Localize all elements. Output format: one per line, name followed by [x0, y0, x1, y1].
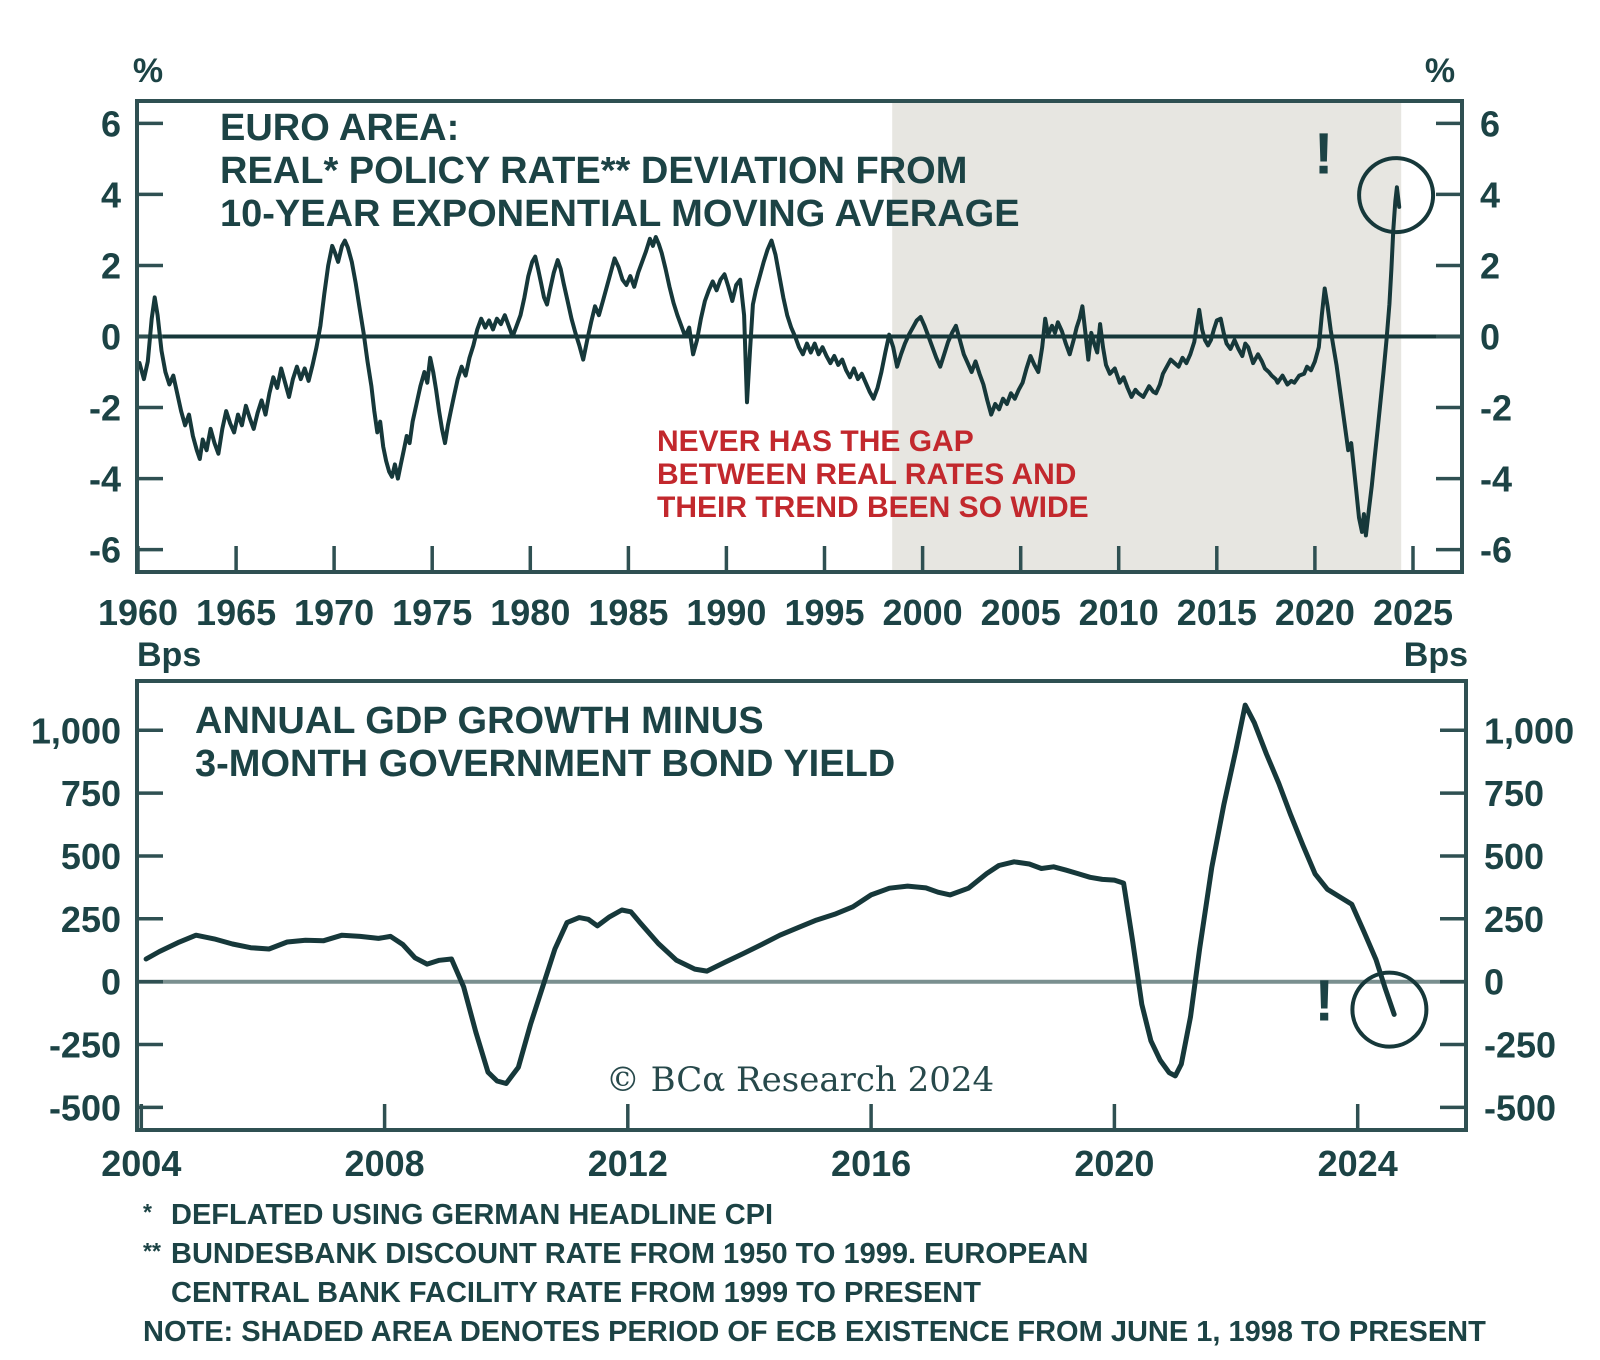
- y-tick-label-left: 0: [101, 317, 121, 358]
- y-tick-label-left: 0: [101, 962, 121, 1003]
- y-tick-label-left: 2: [101, 246, 121, 287]
- x-tick-label: 1965: [196, 592, 276, 633]
- footnote-marker-1: *: [143, 1199, 152, 1225]
- y-tick-label-left: -500: [49, 1087, 121, 1128]
- top-chart-title-line-1: EURO AREA:: [220, 107, 459, 149]
- y-tick-label-right: 250: [1484, 899, 1544, 940]
- y-tick-label-right: 2: [1480, 246, 1500, 287]
- bottom-unit-left: Bps: [137, 636, 201, 674]
- x-tick-label: 2020: [1275, 592, 1355, 633]
- footnote-text-3: CENTRAL BANK FACILITY RATE FROM 1999 TO …: [171, 1277, 981, 1309]
- top-chart-title-line-3: 10-YEAR EXPONENTIAL MOVING AVERAGE: [220, 193, 1020, 235]
- gap-annotation-line-2: BETWEEN REAL RATES AND: [657, 458, 1076, 491]
- x-tick-label: 2008: [345, 1143, 425, 1184]
- x-tick-label: 2025: [1373, 592, 1453, 633]
- x-tick-label: 2012: [588, 1143, 668, 1184]
- highlight-circle: [1350, 970, 1429, 1049]
- y-tick-label-right: 750: [1484, 773, 1544, 814]
- highlight-circle: [1357, 156, 1436, 235]
- y-tick-label-left: 4: [101, 174, 121, 215]
- y-tick-label-left: 500: [61, 836, 121, 877]
- footnote-marker-2: **: [143, 1238, 161, 1264]
- footnote-rate-source-a: ** BUNDESBANK DISCOUNT RATE FROM 1950 TO…: [143, 1235, 1543, 1274]
- x-tick-label: 1970: [294, 592, 374, 633]
- top-chart: 6 6 4 4 2 2 0 0 -2 -2 -4 -4 -6 -6 1960 1965 1970 1975 1980…: [89, 99, 1512, 633]
- top-unit-left: %: [133, 52, 163, 90]
- x-tick-label: 2016: [831, 1143, 911, 1184]
- bottom-chart: 1,000 1,000 750 750 500 500 250 250 0 0 -250 -250 -5…: [31, 679, 1574, 1184]
- x-tick-label: 1985: [588, 592, 668, 633]
- y-tick-label-left: -6: [89, 530, 121, 571]
- y-tick-label-left: 6: [101, 103, 121, 144]
- x-tick-label: 1960: [98, 592, 178, 633]
- x-tick-label: 2015: [1177, 592, 1257, 633]
- x-tick-label: 1975: [392, 592, 472, 633]
- top-chart-title-line-2: REAL* POLICY RATE** DEVIATION FROM: [220, 150, 967, 192]
- y-tick-label-left: -250: [49, 1025, 121, 1066]
- footnote-rate-source-b: CENTRAL BANK FACILITY RATE FROM 1999 TO …: [143, 1274, 1543, 1313]
- footnote-text-2: BUNDESBANK DISCOUNT RATE FROM 1950 TO 19…: [171, 1238, 1089, 1270]
- y-tick-label-right: -4: [1480, 459, 1512, 500]
- top-unit-right: %: [1425, 52, 1455, 90]
- footnote-text-1: DEFLATED USING GERMAN HEADLINE CPI: [171, 1199, 774, 1231]
- y-tick-label-right: -250: [1484, 1025, 1556, 1066]
- footnote-text-4: NOTE: SHADED AREA DENOTES PERIOD OF ECB …: [143, 1316, 1486, 1348]
- x-tick-label: 1990: [686, 592, 766, 633]
- footnote-shaded-area-note: NOTE: SHADED AREA DENOTES PERIOD OF ECB …: [143, 1313, 1543, 1352]
- x-tick-label: 2024: [1318, 1143, 1398, 1184]
- y-tick-label-left: -2: [89, 388, 121, 429]
- y-tick-label-right: -2: [1480, 388, 1512, 429]
- plot-border: [135, 99, 1464, 574]
- real-policy-rate-deviation-line: [137, 185, 1402, 538]
- y-tick-label-right: 0: [1480, 317, 1500, 358]
- gap-annotation-line-3: THEIR TREND BEEN SO WIDE: [657, 491, 1089, 524]
- footnote-cpi: * DEFLATED USING GERMAN HEADLINE CPI: [143, 1196, 1543, 1235]
- x-tick-label: 2000: [883, 592, 963, 633]
- y-tick-label-left: 1,000: [31, 710, 121, 751]
- x-tick-label: 2004: [101, 1143, 181, 1184]
- exclamation-mark: !: [1314, 122, 1333, 187]
- y-tick-label-right: -6: [1480, 530, 1512, 571]
- watermark: © BCα Research 2024: [605, 1060, 995, 1100]
- x-tick-label: 2005: [981, 592, 1061, 633]
- y-tick-label-left: 250: [61, 899, 121, 940]
- x-tick-label: 1980: [490, 592, 570, 633]
- y-tick-label-right: 4: [1480, 174, 1500, 215]
- x-tick-label: 1995: [784, 592, 864, 633]
- y-tick-label-left: -4: [89, 459, 121, 500]
- gdp-growth-minus-bond-yield-line: [143, 702, 1397, 1086]
- bottom-chart-title-line-2: 3-MONTH GOVERNMENT BOND YIELD: [195, 743, 895, 785]
- y-tick-label-right: 6: [1480, 103, 1500, 144]
- y-tick-label-right: 500: [1484, 836, 1544, 877]
- x-tick-label: 2010: [1079, 592, 1159, 633]
- y-tick-label-right: 1,000: [1484, 710, 1574, 751]
- footnotes: * DEFLATED USING GERMAN HEADLINE CPI ** …: [143, 1196, 1543, 1352]
- bottom-unit-right: Bps: [1404, 636, 1468, 674]
- bottom-chart-title-line-1: ANNUAL GDP GROWTH MINUS: [195, 700, 764, 742]
- x-tick-label: 2020: [1074, 1143, 1154, 1184]
- exclamation-mark: !: [1315, 969, 1334, 1034]
- y-tick-label-right: -500: [1484, 1087, 1556, 1128]
- plot-border: [135, 679, 1468, 1132]
- gap-annotation-line-1: NEVER HAS THE GAP: [657, 425, 974, 458]
- y-tick-label-left: 750: [61, 773, 121, 814]
- y-tick-label-right: 0: [1484, 962, 1504, 1003]
